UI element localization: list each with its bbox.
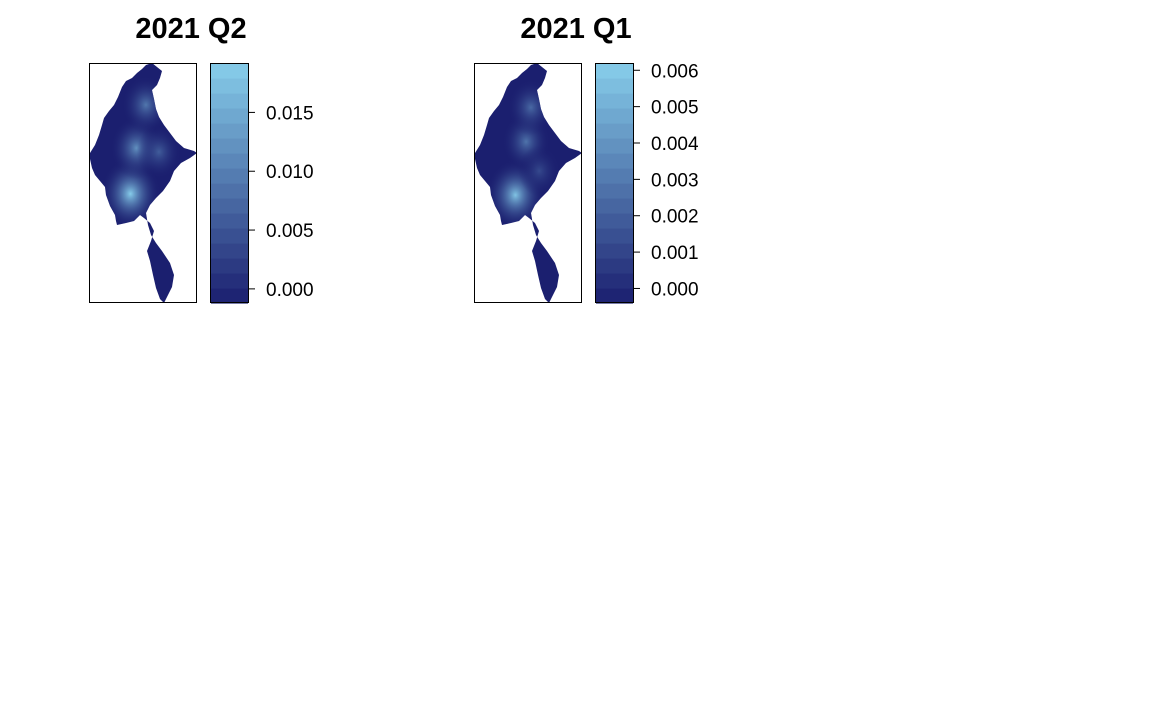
legend-band (211, 153, 248, 169)
legend-band (211, 213, 248, 229)
legend-band (211, 138, 248, 154)
legend-band (596, 168, 633, 184)
legend-frame (595, 63, 634, 303)
legend-tick-labels: 0.000 0.005 0.010 0.015 (266, 103, 314, 300)
legend-tick-label: 0.000 (651, 279, 699, 300)
legend-band (596, 198, 633, 214)
legend-band (211, 228, 248, 244)
legend-tick-label: 0.005 (266, 221, 314, 242)
legend-band (211, 183, 248, 199)
legend-tick-labels: 0.000 0.001 0.002 0.003 0.004 0.005 0.00… (651, 61, 699, 300)
map-frame (474, 63, 582, 303)
legend-tick-label: 0.010 (266, 162, 314, 183)
legend-band (596, 78, 633, 94)
legend-tick-marks (248, 111, 255, 290)
legend-tick-label: 0.006 (651, 61, 699, 82)
legend-tick-marks (633, 69, 640, 289)
legend-tick-label: 0.005 (651, 98, 699, 119)
legend-band (211, 108, 248, 124)
legend-tick-label: 0.003 (651, 170, 699, 191)
legend-tick-label: 0.004 (651, 134, 699, 155)
legend-band (596, 228, 633, 244)
legend-band (211, 198, 248, 214)
legend-tick-label: 0.000 (266, 280, 314, 301)
legend-band (211, 123, 248, 139)
legend-band (211, 258, 248, 274)
legend-band (211, 63, 248, 79)
hotspot-layer (486, 79, 561, 231)
legend-band (596, 108, 633, 124)
hotspot (518, 145, 561, 197)
map-frame (89, 63, 197, 303)
legend-frame (210, 63, 249, 303)
legend-band (596, 93, 633, 109)
legend-tick-label: 0.002 (651, 207, 699, 228)
legend-bands (211, 63, 248, 304)
legend-bands (596, 63, 633, 304)
legend-band (596, 213, 633, 229)
legend-tick-label: 0.001 (651, 243, 699, 264)
panel-title: 2021 Q1 (520, 13, 631, 45)
panel-title: 2021 Q2 (135, 13, 246, 45)
legend-band (211, 243, 248, 259)
legend-band (596, 63, 633, 79)
color-legend: 0.000 0.001 0.002 0.003 0.004 0.005 0.00… (595, 61, 699, 304)
legend-band (596, 138, 633, 154)
legend-band (596, 183, 633, 199)
legend-band (596, 153, 633, 169)
legend-tick-label: 0.015 (266, 103, 314, 124)
hotspot (136, 124, 182, 179)
legend-band (596, 123, 633, 139)
legend-band (596, 243, 633, 259)
legend-band (211, 78, 248, 94)
legend-band (596, 258, 633, 274)
legend-band (211, 93, 248, 109)
legend-band (211, 288, 248, 304)
legend-band (211, 273, 248, 289)
color-legend: 0.000 0.005 0.010 0.015 (210, 63, 314, 304)
legend-band (596, 273, 633, 289)
legend-band (596, 288, 633, 304)
legend-band (211, 168, 248, 184)
